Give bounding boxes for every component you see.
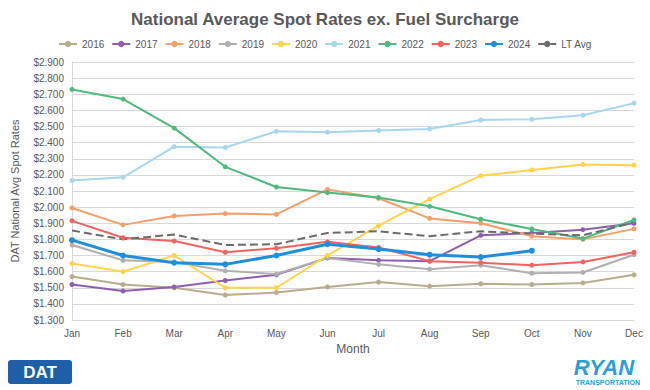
- svg-text:$2.100: $2.100: [33, 186, 64, 197]
- svg-text:DAT National Avg Spot Rates: DAT National Avg Spot Rates: [9, 119, 21, 263]
- svg-text:$2.700: $2.700: [33, 89, 64, 100]
- svg-text:TRANSPORTATION: TRANSPORTATION: [576, 379, 640, 386]
- svg-text:Feb: Feb: [114, 328, 132, 339]
- svg-text:Nov: Nov: [574, 328, 592, 339]
- svg-text:$2.900: $2.900: [33, 57, 64, 68]
- svg-text:Mar: Mar: [166, 328, 184, 339]
- svg-text:National Average Spot Rates ex: National Average Spot Rates ex. Fuel Sur…: [131, 10, 519, 29]
- svg-text:LT Avg: LT Avg: [561, 39, 591, 50]
- svg-text:2021: 2021: [348, 39, 371, 50]
- svg-text:$1.500: $1.500: [33, 282, 64, 293]
- svg-text:2016: 2016: [82, 39, 105, 50]
- svg-text:$2.600: $2.600: [33, 105, 64, 116]
- svg-text:DAT: DAT: [23, 363, 57, 382]
- svg-text:Oct: Oct: [524, 328, 540, 339]
- svg-text:May: May: [267, 328, 286, 339]
- svg-text:Jul: Jul: [372, 328, 385, 339]
- svg-text:$2.200: $2.200: [33, 169, 64, 180]
- svg-text:2019: 2019: [242, 39, 265, 50]
- svg-text:2017: 2017: [135, 39, 158, 50]
- svg-text:Apr: Apr: [217, 328, 233, 339]
- svg-text:Aug: Aug: [421, 328, 439, 339]
- svg-text:RYAN: RYAN: [574, 355, 635, 380]
- svg-text:$1.300: $1.300: [33, 315, 64, 326]
- svg-text:2024: 2024: [508, 39, 531, 50]
- svg-text:$1.400: $1.400: [33, 298, 64, 309]
- svg-text:2022: 2022: [401, 39, 424, 50]
- svg-text:$1.800: $1.800: [33, 234, 64, 245]
- svg-text:$2.800: $2.800: [33, 73, 64, 84]
- svg-text:$2.300: $2.300: [33, 153, 64, 164]
- svg-text:$2.000: $2.000: [33, 202, 64, 213]
- svg-text:Dec: Dec: [625, 328, 643, 339]
- svg-text:2018: 2018: [189, 39, 212, 50]
- svg-text:$2.500: $2.500: [33, 121, 64, 132]
- svg-text:2023: 2023: [455, 39, 478, 50]
- svg-text:Month: Month: [336, 342, 369, 356]
- svg-text:2020: 2020: [295, 39, 318, 50]
- svg-text:Jan: Jan: [64, 328, 80, 339]
- svg-text:$2.400: $2.400: [33, 137, 64, 148]
- svg-text:$1.900: $1.900: [33, 218, 64, 229]
- svg-text:$1.700: $1.700: [33, 250, 64, 261]
- svg-text:Jun: Jun: [319, 328, 335, 339]
- svg-text:Sep: Sep: [472, 328, 490, 339]
- svg-text:$1.600: $1.600: [33, 266, 64, 277]
